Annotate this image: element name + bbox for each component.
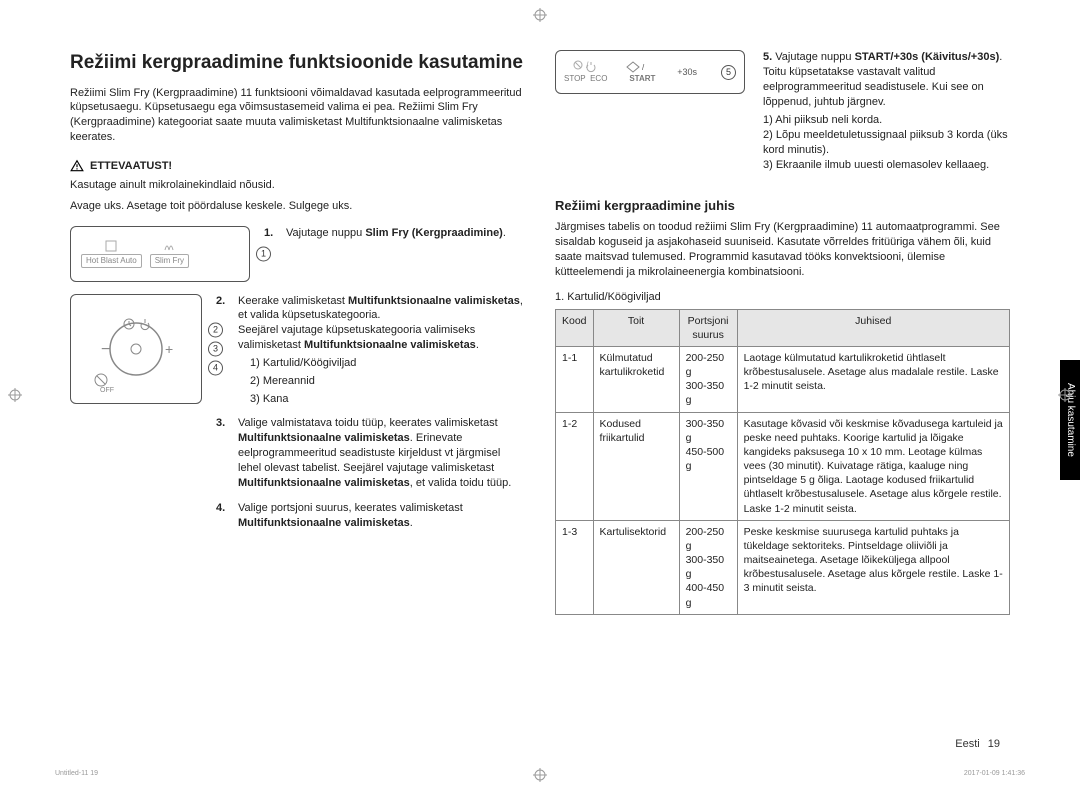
step-marker-4: 4 (208, 360, 223, 375)
section-tab: Ahju kasutamine (1060, 360, 1080, 480)
warning-icon (70, 159, 84, 173)
step-marker-1: 1 (256, 246, 271, 261)
open-door-instruction: Avage uks. Asetage toit pöördaluse keske… (70, 199, 525, 214)
svg-text:−: − (101, 341, 110, 358)
caution-text: Kasutage ainult mikrolainekindlaid nõusi… (70, 178, 525, 193)
caution-label: ETTEVAATUST! (90, 159, 172, 174)
dial-diagram: − + OFF 2 3 4 (70, 294, 202, 404)
hotblast-button-label: Hot Blast Auto (81, 254, 142, 269)
step-marker-2: 2 (208, 322, 223, 337)
control-panel-diagram-1: Hot Blast Auto Slim Fry 1 (70, 226, 250, 282)
crop-mark-icon (533, 768, 547, 782)
step-5: 5. Vajutage nuppu START/+30s (Käivitus/+… (763, 50, 1010, 173)
crop-mark-icon (533, 8, 547, 22)
step-marker-3: 3 (208, 341, 223, 356)
slimfry-icon (162, 239, 176, 253)
slimfry-button-label: Slim Fry (150, 254, 189, 269)
cooking-table: Kood Toit Portsjoni suurus Juhised 1-1Kü… (555, 309, 1010, 615)
print-meta-left: Untitled-11 19 (55, 769, 98, 778)
subheading-guide: Režiimi kergpraadimine juhis (555, 197, 1010, 215)
step-3: 3. Valige valmistatava toidu tüüp, keera… (216, 416, 525, 490)
table-row: 1-1Külmutatud kartulikroketid200-250 g 3… (556, 346, 1010, 412)
col-portion: Portsjoni suurus (679, 309, 737, 346)
guide-description: Järgmises tabelis on toodud režiimi Slim… (555, 220, 1010, 279)
svg-text:/: / (642, 63, 645, 72)
table-row: 1-3Kartulisektorid200-250 g 300-350 g 40… (556, 520, 1010, 614)
intro-paragraph: Režiimi Slim Fry (Kergpraadimine) 11 fun… (70, 86, 525, 145)
table-row: 1-2Kodused friikartulid300-350 g 450-500… (556, 412, 1010, 520)
step-4: 4. Valige portsjoni suurus, keerates val… (216, 501, 525, 531)
control-panel-diagram-2: / STOP ECO / START +30s 5 (555, 50, 745, 94)
crop-mark-icon (1058, 388, 1072, 402)
step-marker-5: 5 (721, 65, 736, 80)
step-2: 2. Keerake valimisketast Multifunktsiona… (216, 294, 525, 407)
col-food: Toit (593, 309, 679, 346)
caution-heading: ETTEVAATUST! (70, 159, 525, 174)
stop-eco-icon: / (571, 60, 601, 74)
step-1: 1. Vajutage nuppu Slim Fry (Kergpraadimi… (264, 226, 506, 241)
start-plus30-icon: / (625, 60, 659, 74)
page-footer: Eesti19 (955, 737, 1000, 752)
crop-mark-icon (8, 388, 22, 402)
svg-text:OFF: OFF (100, 387, 114, 394)
col-code: Kood (556, 309, 594, 346)
print-meta-right: 2017-01-09 1:41:36 (964, 769, 1025, 778)
svg-text:+: + (165, 341, 173, 357)
hotblast-icon (104, 239, 118, 253)
col-instr: Juhised (737, 309, 1009, 346)
table-caption: 1. Kartulid/Köögiviljad (555, 290, 1010, 305)
page-title: Režiimi kergpraadimine funktsioonide kas… (70, 50, 525, 76)
